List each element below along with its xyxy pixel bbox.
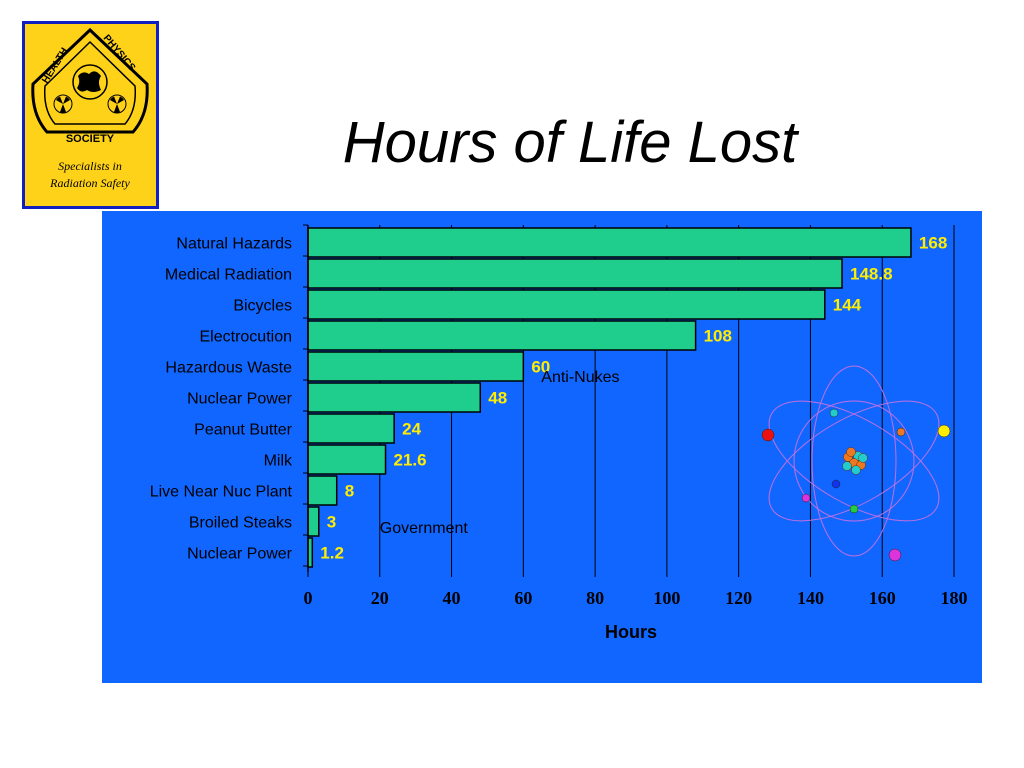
chart-labels: Natural Hazards 168 Medical Radiation 148.8… — [150, 234, 948, 563]
bar-chart: Natural Hazards 168 Medical Radiation 148.8… — [150, 224, 968, 642]
x-tick-label: 160 — [869, 588, 896, 608]
bar — [307, 351, 525, 382]
electron-particle — [829, 408, 839, 418]
electron-particle — [801, 493, 811, 503]
category-label: Milk — [264, 453, 293, 470]
logo-tagline-line2: Radiation Safety — [49, 176, 130, 190]
value-label: 8 — [345, 482, 354, 501]
value-label: 60 — [531, 358, 550, 377]
x-tick-label: 0 — [304, 588, 313, 608]
x-tick-label: 100 — [653, 588, 680, 608]
chart-annotation: Government — [380, 520, 469, 537]
x-tick-label: 80 — [586, 588, 604, 608]
category-label: Electrocution — [200, 329, 293, 346]
bar — [307, 444, 387, 475]
logo-seal-icon: HEALTH PHYSICS SOCIETY Specialists in Ra… — [31, 27, 149, 190]
x-tick-label: 60 — [514, 588, 532, 608]
bar — [307, 475, 338, 506]
electron-particle — [888, 548, 902, 562]
category-label: Bicycles — [233, 298, 292, 315]
value-label: 21.6 — [394, 451, 427, 470]
logo-word-physics: PHYSICS — [101, 33, 138, 74]
logo-tagline-line1: Specialists in — [58, 159, 122, 173]
value-label: 24 — [402, 420, 421, 439]
atom-orbit — [793, 400, 915, 522]
value-label: 3 — [327, 513, 336, 532]
atom-icon — [761, 365, 951, 562]
nucleus-particle — [846, 447, 856, 457]
x-tick-label: 140 — [797, 588, 824, 608]
electron-particle — [896, 427, 906, 437]
electron-particle — [849, 504, 859, 514]
chart-annotation: Anti-Nukes — [541, 369, 619, 386]
category-label: Peanut Butter — [194, 422, 293, 439]
atom-orbit — [811, 365, 897, 557]
electron-particle — [937, 424, 951, 438]
x-axis-title: Hours — [605, 622, 657, 642]
value-label: 1.2 — [320, 544, 344, 563]
nucleus-particle — [858, 453, 868, 463]
bar — [307, 320, 697, 351]
bar — [307, 289, 826, 320]
category-label: Nuclear Power — [187, 391, 293, 408]
bar — [307, 413, 395, 444]
electron-particle — [831, 479, 841, 489]
category-label: Nuclear Power — [187, 546, 293, 563]
nucleus-particle — [842, 461, 852, 471]
x-tick-label: 120 — [725, 588, 752, 608]
value-label: 168 — [919, 234, 947, 253]
x-tick-label: 40 — [443, 588, 461, 608]
electron-particle — [761, 428, 775, 442]
atom-orbit — [768, 400, 940, 522]
x-tick-label: 20 — [371, 588, 389, 608]
value-label: 48 — [488, 389, 507, 408]
category-label: Natural Hazards — [176, 236, 292, 253]
atom-orbit — [768, 400, 940, 522]
category-label: Hazardous Waste — [165, 360, 292, 377]
nucleus-particle — [851, 465, 861, 475]
slide-title: Hours of Life Lost — [342, 110, 798, 175]
bar — [307, 258, 843, 289]
bar — [307, 506, 320, 537]
logo-word-society: SOCIETY — [66, 133, 115, 145]
value-label: 148.8 — [850, 265, 893, 284]
x-tick-label: 180 — [941, 588, 968, 608]
bar — [307, 227, 912, 258]
chart-panel: Natural Hazards 168 Medical Radiation 148.8… — [102, 211, 982, 683]
value-label: 144 — [833, 296, 862, 315]
health-physics-society-logo: HEALTH PHYSICS SOCIETY Specialists in Ra… — [22, 21, 159, 209]
chart-bars — [307, 227, 912, 568]
category-label: Medical Radiation — [165, 267, 292, 284]
category-label: Live Near Nuc Plant — [150, 484, 293, 501]
bar — [307, 382, 482, 413]
category-label: Broiled Steaks — [189, 515, 292, 532]
value-label: 108 — [704, 327, 732, 346]
chart-axes: 0 20 40 60 80 100 120 140 160 180 Hours — [303, 224, 968, 642]
